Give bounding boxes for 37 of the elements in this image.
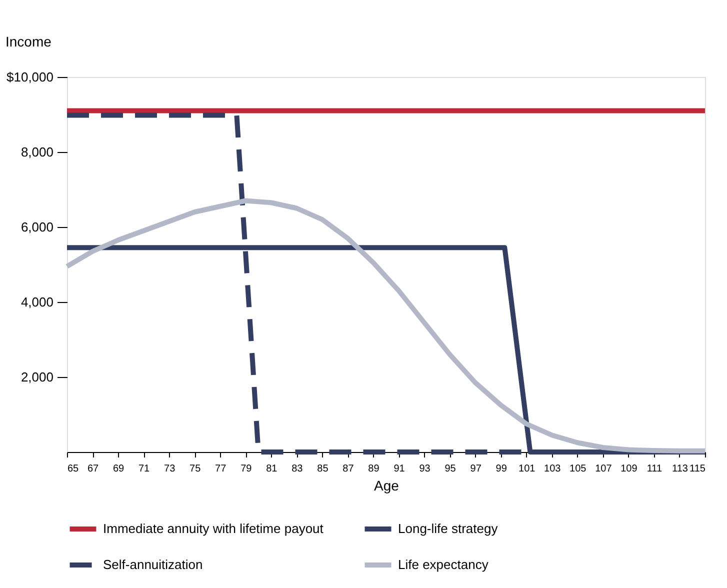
x-tick-label: 97 — [470, 464, 482, 474]
x-tick-label: 83 — [292, 464, 304, 474]
x-tick-label: 95 — [444, 464, 456, 474]
x-tick-label: 99 — [496, 464, 508, 474]
y-axis-title: Income — [6, 34, 52, 50]
x-tick-label: 103 — [544, 464, 562, 474]
x-tick-label: 67 — [87, 464, 100, 474]
y-tick-label: 8,000 — [20, 144, 54, 160]
y-tick-label: 4,000 — [20, 294, 54, 310]
x-tick-label: 109 — [620, 464, 638, 474]
y-tick-label: 2,000 — [20, 370, 54, 384]
x-tick-label: 69 — [112, 464, 125, 474]
legend-label: Immediate annuity with lifetime payout — [103, 521, 324, 536]
y-tick-label: $10,000 — [6, 70, 54, 84]
x-tick-label: 107 — [595, 464, 612, 474]
x-tick-label: 89 — [368, 464, 380, 474]
x-tick-label: 77 — [215, 464, 227, 474]
x-tick-label: 105 — [570, 464, 587, 474]
x-tick-label: 101 — [518, 464, 536, 474]
x-tick-label: 75 — [190, 464, 202, 474]
x-tick-label: 73 — [164, 464, 176, 474]
y-tick-label: 6,000 — [20, 220, 54, 234]
x-tick-label: 87 — [342, 464, 354, 474]
x-tick-label: 85 — [317, 464, 329, 474]
x-axis-title: Age — [374, 478, 400, 494]
x-tick-label: 113 — [672, 464, 688, 474]
x-tick-label: 93 — [419, 464, 431, 474]
x-tick-label: 71 — [138, 464, 150, 474]
legend-label: Long-life strategy — [398, 521, 498, 536]
x-tick-label: 115 — [690, 464, 706, 474]
x-tick-label: 81 — [266, 464, 278, 474]
x-tick-label: 79 — [240, 464, 252, 474]
legend-label: Life expectancy — [398, 557, 489, 572]
x-tick-label: 111 — [646, 464, 662, 474]
x-tick-label: 91 — [394, 464, 406, 474]
legend-label: Self-annuitization — [103, 557, 203, 572]
x-tick-label: 65 — [68, 464, 80, 474]
